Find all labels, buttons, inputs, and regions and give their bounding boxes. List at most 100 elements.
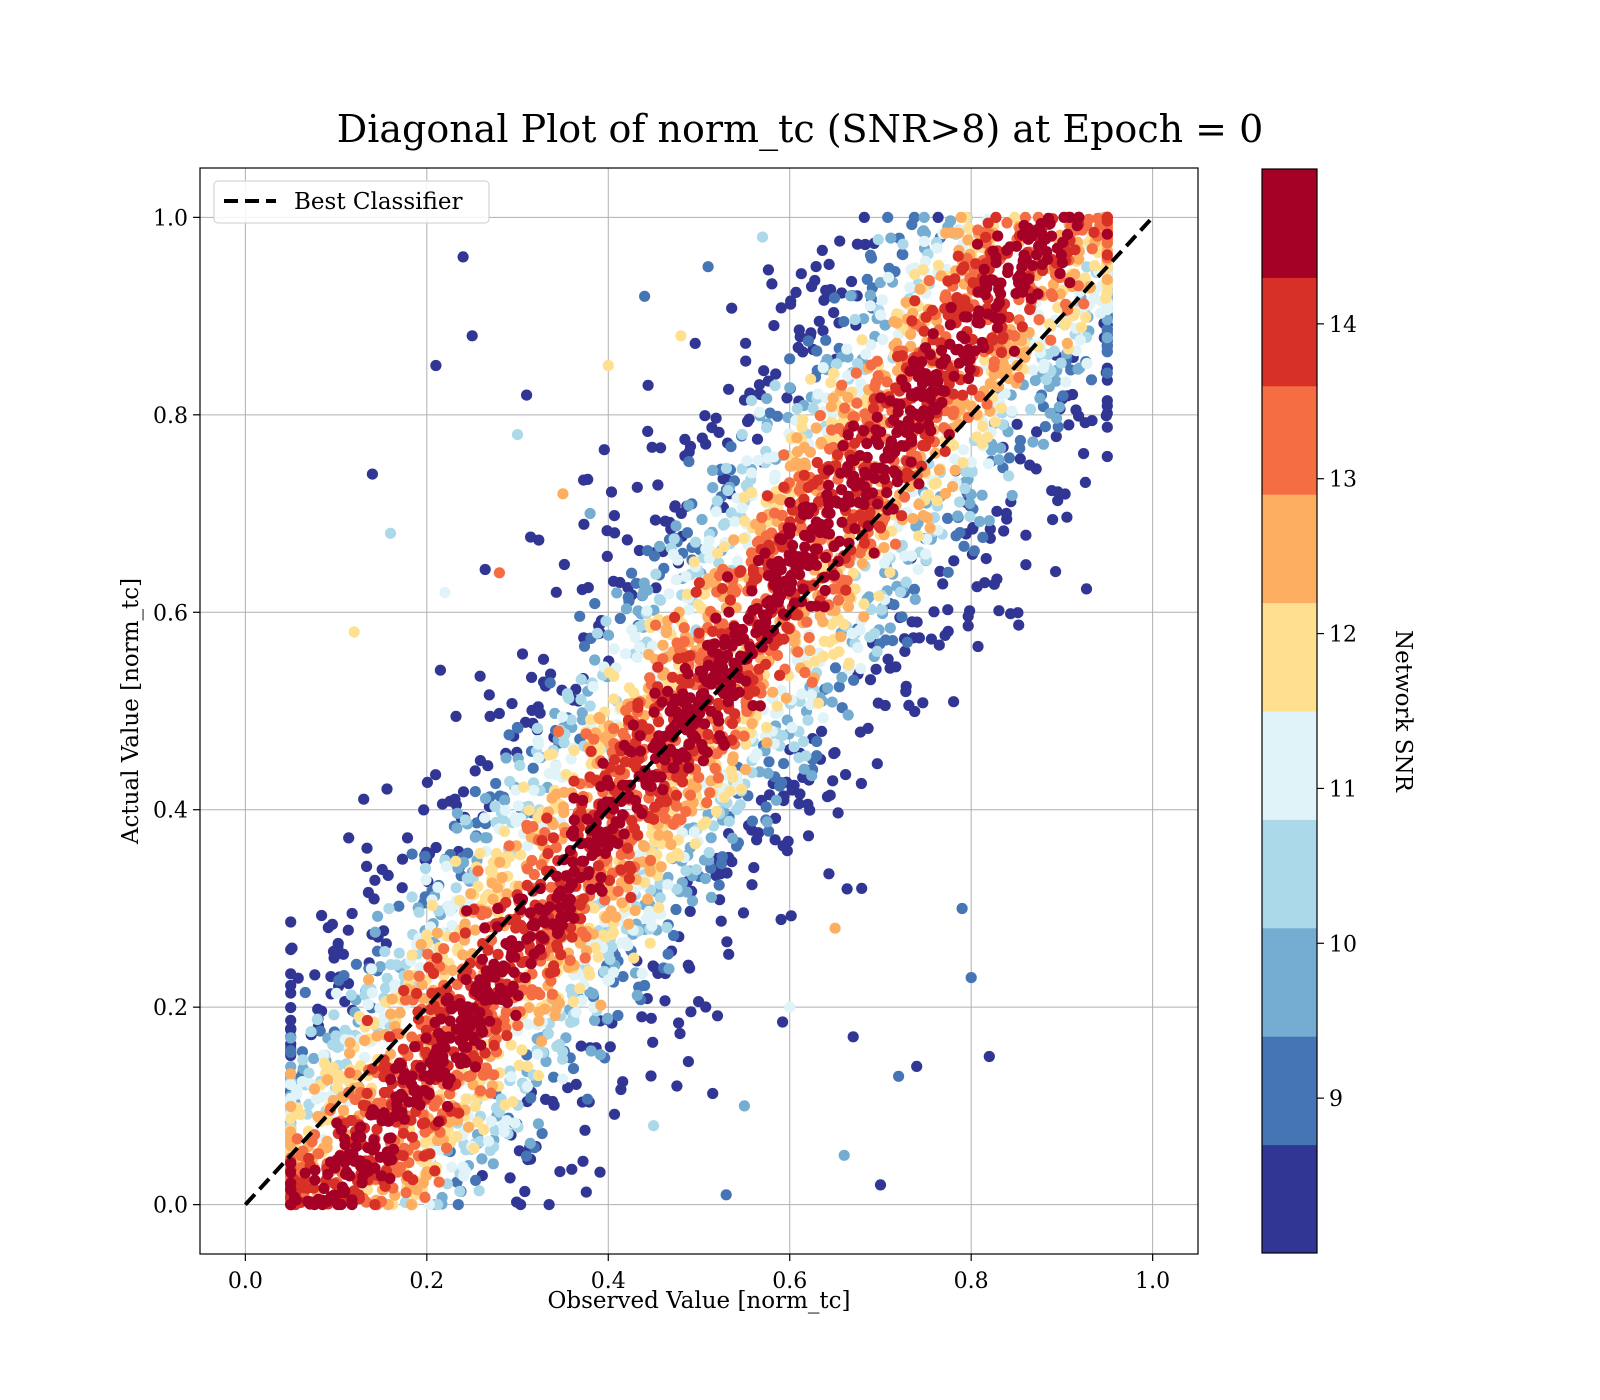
scatter-point (802, 798, 814, 810)
scatter-point (1018, 219, 1030, 232)
scatter-point (472, 1116, 484, 1128)
scatter-point (612, 885, 624, 897)
scatter-point (440, 860, 452, 872)
scatter-point (525, 531, 537, 543)
scatter-point (490, 777, 502, 790)
scatter-point (565, 714, 577, 726)
scatter-point (359, 1051, 371, 1063)
scatter-point (731, 804, 743, 816)
scatter-point (771, 700, 783, 712)
scatter-point (820, 551, 832, 564)
scatter-point (948, 696, 960, 708)
scatter-point (538, 917, 551, 929)
scatter-point (632, 697, 644, 709)
scatter-point (550, 760, 562, 772)
scatter-point (761, 737, 773, 749)
scatter-point (385, 1073, 397, 1085)
scatter-point (949, 464, 961, 476)
scatter-point (576, 926, 588, 938)
scatter-point (761, 421, 773, 434)
scatter-point (842, 391, 854, 403)
scatter-point (832, 807, 844, 819)
scatter-point (996, 333, 1008, 345)
scatter-point (494, 856, 506, 868)
scatter-point (580, 728, 592, 740)
scatter-point (988, 361, 1000, 373)
scatter-point (337, 1104, 350, 1116)
scatter-point (615, 1083, 627, 1096)
scatter-point (551, 870, 563, 882)
scatter-point (891, 317, 903, 329)
scatter-point (450, 882, 462, 894)
scatter-point (1011, 418, 1023, 430)
scatter-point (660, 627, 672, 639)
scatter-point (939, 385, 951, 397)
scatter-point (642, 379, 654, 391)
scatter-point (594, 1049, 607, 1061)
scatter-point (361, 1087, 373, 1099)
scatter-point (583, 866, 595, 878)
scatter-point (668, 533, 680, 545)
scatter-point (875, 426, 887, 438)
scatter-point (644, 937, 656, 949)
scatter-point (719, 633, 731, 646)
scatter-point (285, 1079, 297, 1091)
scatter-point (727, 771, 739, 783)
scatter-point (626, 567, 638, 579)
scatter-point (666, 671, 679, 683)
scatter-point (557, 1053, 569, 1065)
scatter-point (1027, 436, 1039, 448)
scatter-point (989, 416, 1001, 428)
scatter-point (628, 952, 640, 964)
scatter-point (474, 755, 486, 767)
scatter-point (433, 1176, 445, 1188)
scatter-point (746, 879, 758, 891)
scatter-point (668, 929, 680, 942)
scatter-point (363, 974, 375, 986)
scatter-point (799, 461, 812, 473)
scatter-point (839, 402, 851, 414)
scatter-point (825, 401, 838, 413)
scatter-point (715, 915, 727, 927)
scatter-point (678, 652, 690, 664)
scatter-point (1047, 290, 1059, 303)
scatter-point (979, 288, 991, 301)
chart-title: Diagonal Plot of norm_tc (SNR>8) at Epoc… (337, 107, 1264, 152)
scatter-point (492, 902, 504, 915)
scatter-point (444, 1073, 456, 1085)
scatter-point (428, 1100, 440, 1112)
scatter-point (451, 807, 463, 819)
scatter-point (1086, 243, 1098, 255)
scatter-point (845, 275, 858, 288)
scatter-point (574, 983, 586, 995)
scatter-point (386, 993, 398, 1005)
scatter-point (964, 497, 976, 509)
scatter-point (762, 570, 775, 582)
scatter-point (764, 407, 776, 419)
scatter-point (793, 798, 805, 810)
scatter-point (747, 567, 760, 579)
scatter-point (644, 672, 656, 684)
scatter-point (947, 481, 959, 493)
scatter-point (396, 882, 408, 894)
scatter-point (460, 974, 472, 986)
scatter-point (601, 550, 613, 563)
scatter-point (463, 1121, 475, 1133)
scatter-point (932, 259, 945, 271)
scatter-point (736, 428, 748, 441)
scatter-point (803, 632, 815, 644)
scatter-point (1101, 341, 1113, 353)
scatter-point (617, 971, 629, 983)
scatter-point (828, 307, 840, 319)
scatter-point (869, 381, 881, 393)
scatter-point (513, 1059, 525, 1071)
scatter-point (635, 745, 647, 757)
scatter-point (680, 865, 692, 877)
scatter-point (952, 250, 964, 262)
scatter-point (858, 425, 870, 437)
scatter-point (928, 386, 940, 398)
scatter-point (431, 927, 443, 939)
scatter-point (1059, 319, 1071, 331)
scatter-point (634, 730, 646, 742)
scatter-point (865, 359, 877, 371)
